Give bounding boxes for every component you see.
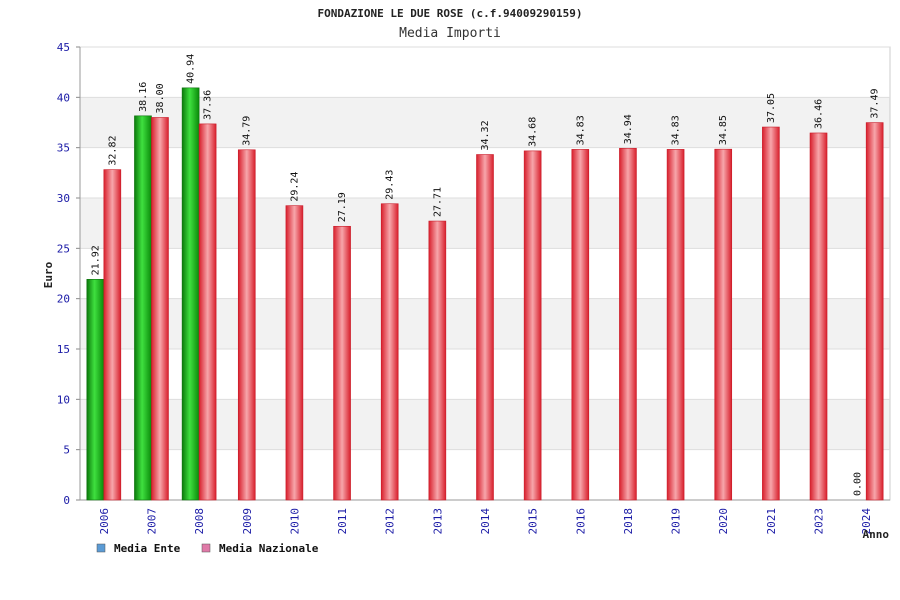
x-tick-label: 2011 [336, 508, 349, 535]
bar-media-nazionale-2018 [619, 147, 637, 501]
bar-media-nazionale-2009 [237, 149, 256, 501]
chart-subtitle: Media Importi [399, 26, 501, 41]
legend-swatch [201, 543, 211, 553]
x-tick-label: 2018 [622, 508, 635, 535]
bar-media-nazionale-2016 [571, 149, 590, 501]
bar-media-ente-2006 [86, 279, 105, 501]
bar-media-nazionale-2006 [103, 169, 122, 501]
x-tick-label: 2007 [145, 508, 158, 535]
bar-media-ente-2008 [181, 87, 200, 501]
value-label-media-nazionale-2018: 34.94 [623, 114, 634, 144]
x-tick-label: 2012 [384, 508, 397, 535]
x-tick-label: 2021 [765, 508, 778, 535]
value-label-media-nazionale-2012: 29.43 [385, 170, 396, 200]
value-label-media-ente-2007: 38.16 [138, 82, 149, 112]
x-tick-label: 2014 [479, 508, 492, 535]
y-tick-label: 45 [57, 41, 70, 54]
value-label-media-nazionale-2008: 37.36 [203, 90, 214, 120]
x-tick-label: 2013 [431, 508, 444, 535]
value-label-media-nazionale-2006: 32.82 [107, 136, 118, 166]
value-label-media-nazionale-2011: 27.19 [337, 192, 348, 222]
y-axis-label: Euro [42, 261, 55, 288]
x-tick-label: 2006 [98, 508, 111, 535]
bar-media-nazionale-2014 [476, 154, 494, 501]
x-tick-label: 2023 [813, 508, 826, 535]
bars [86, 87, 884, 501]
bar-media-ente-2007 [134, 115, 152, 501]
x-tick-label: 2020 [717, 508, 730, 535]
bar-media-nazionale-2023 [809, 132, 828, 501]
value-label-media-nazionale-2009: 34.79 [242, 116, 253, 146]
bar-media-nazionale-2020 [714, 148, 733, 501]
x-tick-label: 2010 [288, 508, 301, 535]
y-tick-label: 15 [57, 343, 70, 356]
chart-title: FONDAZIONE LE DUE ROSE (c.f.94009290159) [318, 7, 583, 20]
x-axis-ticks: 2006 2007 2008 2009 2010 2011 2012 2013 2014 2015… [98, 508, 873, 535]
y-tick-label: 20 [57, 293, 70, 306]
value-label-media-ente-2006: 21.92 [90, 245, 101, 275]
legend-label: Media Ente [114, 542, 181, 555]
value-label-media-nazionale-2023: 36.46 [814, 99, 825, 129]
value-labels: 21.92 32.82 38.16 38.00 40.94 37.36 34.79 29.24… [90, 54, 880, 496]
bar-media-nazionale-2015 [523, 150, 542, 501]
y-axis-ticks: 0 5 10 15 20 25 30 35 40 45 [57, 41, 890, 507]
legend: Media Ente Media Nazionale [96, 542, 319, 555]
value-label-media-nazionale-2020: 34.85 [718, 115, 729, 145]
value-label-media-nazionale-2007: 38.00 [155, 83, 166, 113]
x-tick-label: 2009 [241, 508, 254, 535]
value-label-media-nazionale-2014: 34.32 [480, 120, 491, 150]
legend-swatch [96, 543, 106, 553]
bar-media-nazionale-2024 [865, 122, 884, 501]
y-tick-label: 10 [57, 393, 70, 406]
x-tick-label: 2019 [670, 508, 683, 535]
value-label-media-nazionale-2016: 34.83 [575, 115, 586, 145]
y-tick-label: 35 [57, 142, 70, 155]
y-tick-label: 40 [57, 91, 70, 104]
legend-label: Media Nazionale [219, 542, 319, 555]
y-tick-label: 25 [57, 242, 70, 255]
bar-media-nazionale-2013 [428, 220, 447, 501]
value-label-media-nazionale-2021: 37.05 [766, 93, 777, 123]
value-label-media-nazionale-2019: 34.83 [671, 115, 682, 145]
x-tick-label: 2024 [860, 508, 873, 535]
value-label-media-nazionale-2010: 29.24 [289, 172, 300, 202]
bar-media-nazionale-2012 [380, 203, 399, 501]
x-tick-label: 2008 [193, 508, 206, 535]
value-label-media-nazionale-2024: 37.49 [870, 88, 881, 118]
bar-media-nazionale-2011 [333, 225, 351, 501]
y-tick-label: 30 [57, 192, 70, 205]
x-axis-label: Anno [863, 528, 890, 541]
bar-media-nazionale-2021 [762, 126, 780, 501]
bar-media-nazionale-2007 [151, 117, 169, 501]
bar-media-nazionale-2008 [198, 123, 217, 501]
bar-media-nazionale-2010 [285, 205, 304, 501]
y-tick-label: 5 [63, 444, 70, 457]
y-tick-label: 0 [63, 494, 70, 507]
value-label-media-ente-2024: 0.00 [853, 472, 864, 496]
x-tick-label: 2015 [527, 508, 540, 535]
value-label-media-nazionale-2015: 34.68 [528, 117, 539, 147]
bar-media-nazionale-2019 [666, 149, 685, 501]
x-tick-label: 2016 [574, 508, 587, 535]
value-label-media-ente-2008: 40.94 [186, 54, 197, 84]
value-label-media-nazionale-2013: 27.71 [432, 187, 443, 217]
